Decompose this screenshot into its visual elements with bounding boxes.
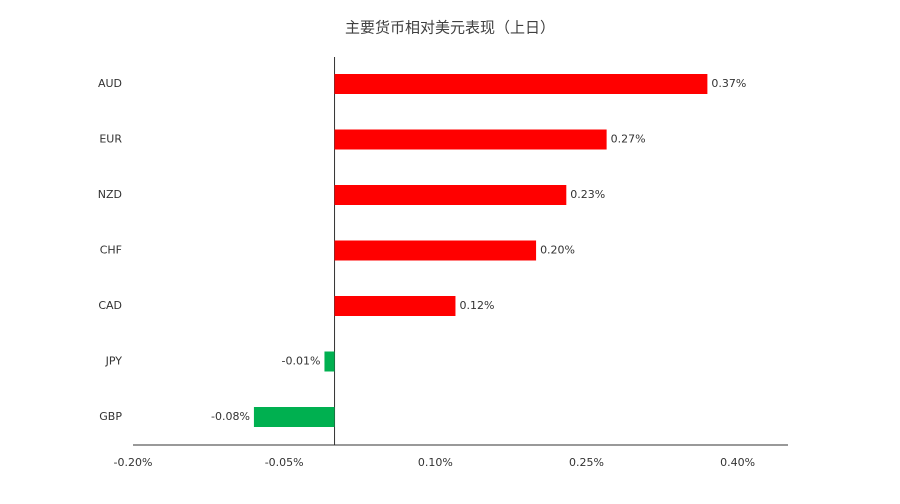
bar [324, 351, 335, 372]
bar [253, 407, 335, 427]
x-tick-label: 0.25% [569, 456, 604, 469]
bar [334, 296, 456, 316]
data-label: 0.20% [540, 244, 575, 257]
data-label: 0.12% [459, 299, 494, 312]
y-tick-label: GBP [99, 410, 122, 423]
data-label: 0.37% [711, 77, 746, 90]
x-tick-label: 0.40% [720, 456, 755, 469]
y-tick-label: CAD [98, 299, 122, 312]
x-tick-label: -0.05% [265, 456, 304, 469]
data-label: 0.23% [570, 188, 605, 201]
y-tick-label: NZD [98, 188, 122, 201]
data-label: 0.27% [611, 133, 646, 146]
chart-title: 主要货币相对美元表现（上日） [345, 19, 555, 37]
x-tick-label: 0.10% [418, 456, 453, 469]
bar [334, 129, 607, 150]
bar [334, 74, 708, 94]
data-label: -0.08% [211, 410, 250, 423]
y-tick-label: JPY [105, 355, 123, 368]
bar [334, 240, 537, 261]
bar [334, 185, 567, 205]
y-tick-label: AUD [98, 77, 122, 90]
x-tick-label: -0.20% [114, 456, 153, 469]
y-tick-label: CHF [100, 244, 122, 257]
y-tick-label: EUR [99, 133, 122, 146]
data-label: -0.01% [282, 355, 321, 368]
